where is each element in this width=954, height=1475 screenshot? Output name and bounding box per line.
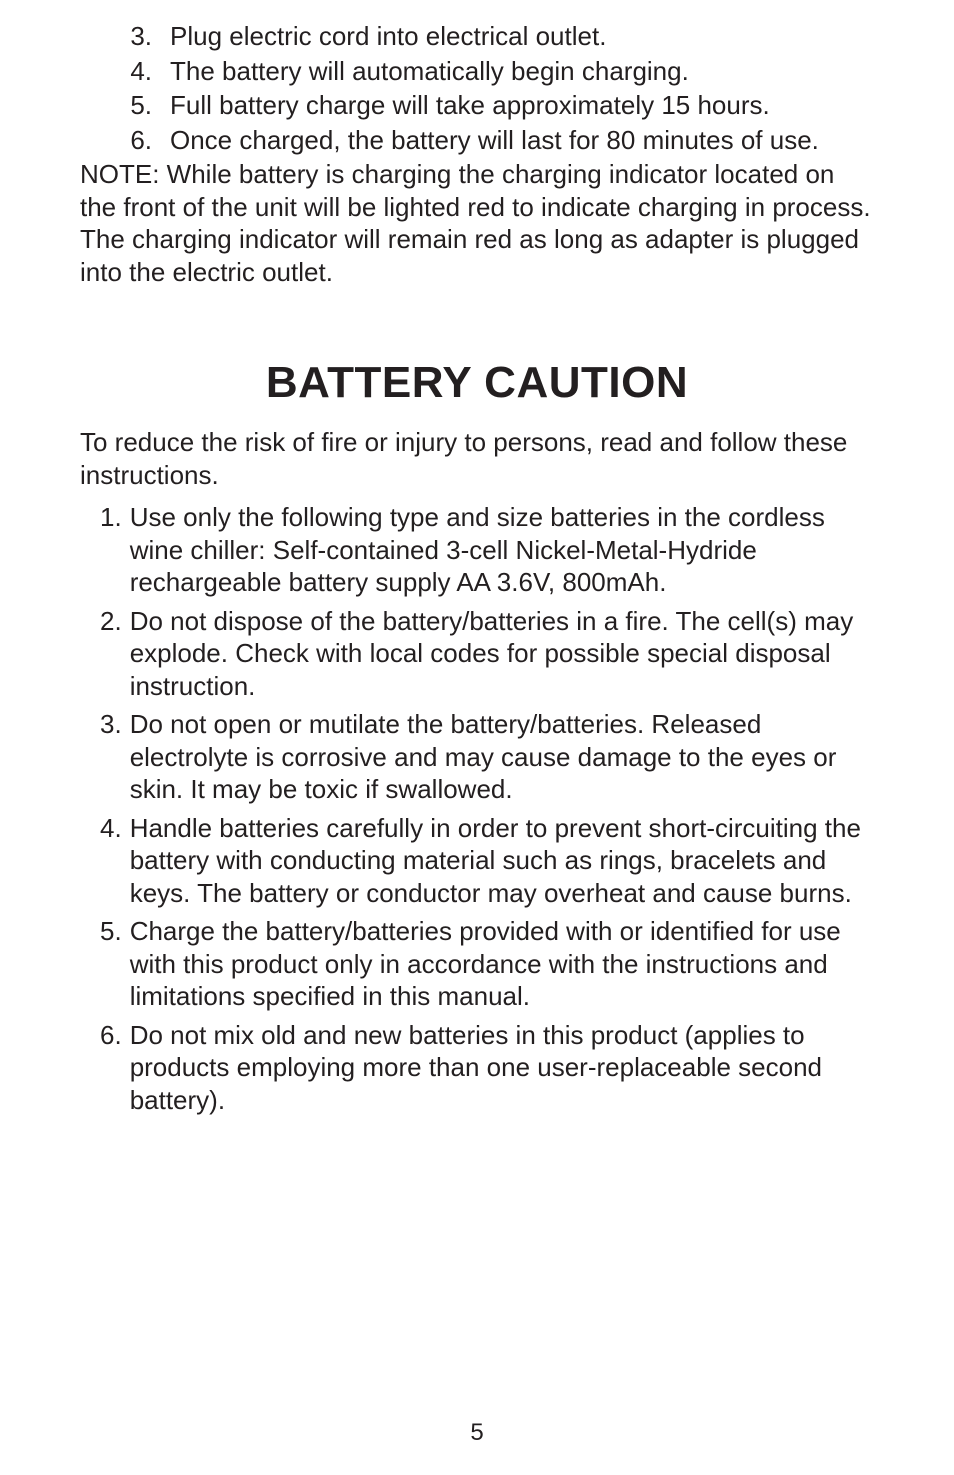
list-number: 5. <box>100 915 130 1013</box>
list-item: 3. Do not open or mutilate the battery/b… <box>100 708 874 806</box>
list-item: 4. The battery will automatically begin … <box>112 55 874 88</box>
list-item: 4. Handle batteries carefully in order t… <box>100 812 874 910</box>
list-number: 1. <box>100 501 130 599</box>
list-text: Do not open or mutilate the battery/batt… <box>130 708 874 806</box>
list-text: Plug electric cord into electrical outle… <box>170 20 874 53</box>
battery-caution-list: 1. Use only the following type and size … <box>100 501 874 1116</box>
manual-page: 3. Plug electric cord into electrical ou… <box>0 0 954 1475</box>
charging-steps-list: 3. Plug electric cord into electrical ou… <box>112 20 874 156</box>
list-number: 4. <box>112 55 170 88</box>
list-item: 3. Plug electric cord into electrical ou… <box>112 20 874 53</box>
list-item: 6. Do not mix old and new batteries in t… <box>100 1019 874 1117</box>
list-number: 6. <box>112 124 170 157</box>
list-number: 2. <box>100 605 130 703</box>
section-heading: BATTERY CAUTION <box>80 358 874 408</box>
list-text: Do not mix old and new batteries in this… <box>130 1019 874 1117</box>
list-item: 1. Use only the following type and size … <box>100 501 874 599</box>
list-number: 6. <box>100 1019 130 1117</box>
list-number: 4. <box>100 812 130 910</box>
list-number: 3. <box>100 708 130 806</box>
list-number: 3. <box>112 20 170 53</box>
list-text: Do not dispose of the battery/batteries … <box>130 605 874 703</box>
section-intro: To reduce the risk of fire or injury to … <box>80 426 874 491</box>
list-number: 5. <box>112 89 170 122</box>
charging-note: NOTE: While battery is charging the char… <box>80 158 874 288</box>
list-item: 6. Once charged, the battery will last f… <box>112 124 874 157</box>
list-text: The battery will automatically begin cha… <box>170 55 874 88</box>
list-item: 2. Do not dispose of the battery/batteri… <box>100 605 874 703</box>
list-text: Full battery charge will take approximat… <box>170 89 874 122</box>
list-text: Use only the following type and size bat… <box>130 501 874 599</box>
list-item: 5. Charge the battery/batteries provided… <box>100 915 874 1013</box>
page-number: 5 <box>0 1419 954 1447</box>
list-item: 5. Full battery charge will take approxi… <box>112 89 874 122</box>
list-text: Handle batteries carefully in order to p… <box>130 812 874 910</box>
list-text: Charge the battery/batteries provided wi… <box>130 915 874 1013</box>
list-text: Once charged, the battery will last for … <box>170 124 874 157</box>
